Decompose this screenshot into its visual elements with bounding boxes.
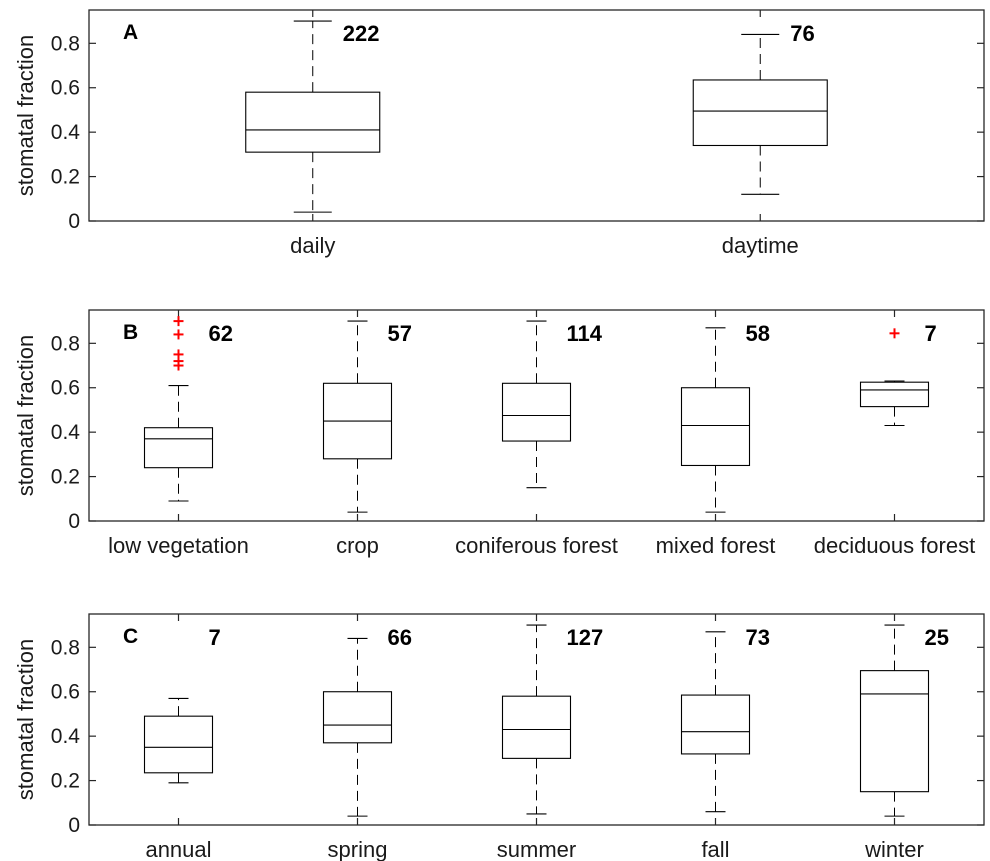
y-tick-label: 0.6 — [51, 377, 80, 400]
box-daily: daily 222 — [245, 10, 381, 258]
x-tick-label: winter — [864, 837, 924, 861]
outlier-marker — [173, 360, 184, 371]
count-label: 222 — [343, 21, 380, 46]
box-iqr — [245, 91, 381, 153]
box-iqr — [680, 387, 751, 467]
y-tick-label: 0.2 — [51, 770, 80, 793]
box-fall: fall 73 — [680, 614, 770, 861]
y-tick-label: 0 — [68, 510, 80, 533]
box-iqr — [680, 694, 751, 755]
x-tick-label: mixed forest — [656, 533, 776, 558]
x-tick-label: coniferous forest — [455, 533, 618, 558]
count-label: 7 — [209, 625, 221, 650]
outlier-marker — [889, 328, 900, 339]
y-axis-label: stomatal fraction — [13, 639, 38, 800]
outlier-marker — [173, 329, 184, 340]
count-label: 73 — [746, 625, 770, 650]
y-tick-label: 0.2 — [51, 166, 80, 189]
count-label: 62 — [209, 321, 233, 346]
box-iqr — [859, 670, 930, 793]
box-annual: annual 7 — [143, 614, 221, 861]
outlier-marker — [173, 316, 184, 327]
x-tick-label: fall — [701, 837, 729, 861]
panel-label: C — [123, 625, 138, 648]
count-label: 57 — [388, 321, 412, 346]
box-daytime: daytime 76 — [692, 10, 828, 258]
count-label: 114 — [567, 321, 603, 346]
y-tick-label: 0.4 — [51, 421, 81, 444]
count-label: 127 — [567, 625, 604, 650]
x-tick-label: daily — [290, 233, 335, 258]
y-tick-label: 0.8 — [51, 32, 80, 55]
y-axis-label: stomatal fraction — [13, 35, 38, 196]
box-deciduous-forest: deciduous forest 7 — [814, 310, 975, 558]
box-crop: crop 57 — [322, 310, 412, 558]
count-label: 25 — [925, 625, 949, 650]
box-iqr — [501, 382, 572, 442]
box-low-vegetation: low vegetation 62 — [108, 310, 249, 558]
x-tick-label: summer — [497, 837, 576, 861]
box-iqr — [859, 381, 930, 408]
x-tick-label: low vegetation — [108, 533, 249, 558]
x-tick-label: spring — [328, 837, 388, 861]
y-tick-label: 0.6 — [51, 681, 80, 704]
count-label: 7 — [925, 321, 937, 346]
box-mixed-forest: mixed forest 58 — [656, 310, 776, 558]
box-iqr — [143, 427, 214, 469]
box-coniferous-forest: coniferous forest 114 — [455, 310, 618, 558]
box-iqr — [322, 691, 393, 744]
count-label: 66 — [388, 625, 412, 650]
count-label: 76 — [790, 21, 814, 46]
y-tick-label: 0.4 — [51, 725, 81, 748]
panel-label: B — [123, 321, 138, 344]
x-tick-label: crop — [336, 533, 379, 558]
axes-frame — [88, 9, 985, 222]
x-tick-label: annual — [145, 837, 211, 861]
y-tick-label: 0 — [68, 210, 80, 233]
y-tick-label: 0.6 — [51, 77, 80, 100]
x-tick-label: deciduous forest — [814, 533, 975, 558]
box-winter: winter 25 — [859, 614, 949, 861]
y-tick-label: 0.2 — [51, 466, 80, 489]
y-tick-label: 0.8 — [51, 332, 80, 355]
y-tick-label: 0 — [68, 814, 80, 837]
box-summer: summer 127 — [497, 614, 603, 861]
x-tick-label: daytime — [722, 233, 799, 258]
panel-label: A — [123, 21, 138, 44]
box-iqr — [501, 695, 572, 759]
y-tick-label: 0.8 — [51, 636, 80, 659]
y-axis-label: stomatal fraction — [13, 335, 38, 496]
box-iqr — [692, 79, 828, 147]
box-spring: spring 66 — [322, 614, 412, 861]
count-label: 58 — [746, 321, 770, 346]
box-iqr — [143, 715, 214, 774]
y-tick-label: 0.4 — [51, 121, 81, 144]
